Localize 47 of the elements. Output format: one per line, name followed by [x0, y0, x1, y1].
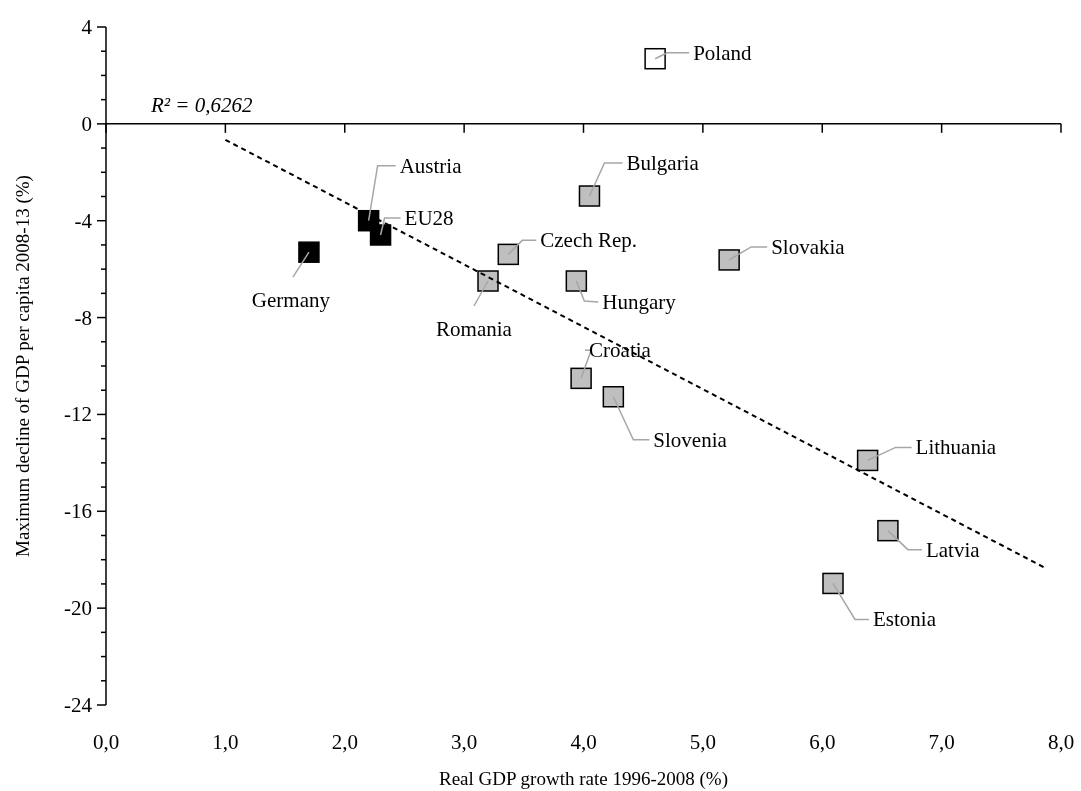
point	[822, 572, 844, 595]
point	[856, 449, 879, 472]
annotation: Latvia	[925, 537, 981, 562]
y-tick-label: -16	[64, 499, 92, 524]
annotation: Estonia	[872, 607, 937, 632]
point	[477, 270, 499, 292]
y-tick-label: 4	[81, 15, 93, 39]
annotation: Romania	[436, 317, 513, 342]
annotation: EU28	[404, 206, 454, 230]
point	[877, 519, 899, 542]
annotation: R² = 0,6262	[150, 92, 254, 117]
point	[578, 185, 601, 207]
annotation: Lithuania	[915, 435, 997, 460]
annotation: Slovakia	[771, 234, 846, 259]
x-tick-label: 2,0	[331, 730, 358, 754]
point	[644, 47, 666, 70]
point	[602, 386, 625, 408]
point	[298, 241, 320, 263]
y-tick-label: -8	[74, 305, 92, 330]
annotation: Hungary	[602, 290, 677, 315]
y-tick-label: -20	[64, 596, 92, 621]
annotation: Slovenia	[653, 427, 728, 452]
y-axis-title: Maximum decline of GDP per capita 2008-13 (%)	[11, 175, 34, 557]
x-tick-label: 8,0	[1047, 730, 1075, 754]
y-tick-label: 0	[81, 111, 92, 136]
x-tick-label: 0,0	[92, 730, 120, 754]
point	[497, 243, 520, 266]
point	[570, 367, 592, 390]
y-tick-label: -4	[74, 208, 93, 233]
x-tick-label: 3,0	[451, 730, 478, 754]
annotation: Germany	[251, 288, 331, 313]
y-tick-label: -12	[64, 402, 92, 427]
point	[565, 270, 588, 292]
x-tick-label: 5,0	[689, 730, 716, 754]
annotation: Poland	[693, 40, 752, 65]
point	[718, 249, 740, 271]
x-tick-label: 7,0	[928, 730, 955, 754]
x-tick-label: 4,0	[570, 730, 597, 754]
annotation: Austria	[399, 153, 463, 178]
y-tick-label: -24	[64, 693, 93, 717]
x-tick-label: 1,0	[212, 730, 239, 754]
x-axis-title: Real GDP growth rate 1996-2008 (%)	[439, 768, 728, 790]
annotation: Czech Rep.	[540, 228, 638, 253]
annotation: Croatia	[589, 338, 652, 363]
annotation: Bulgaria	[626, 151, 700, 176]
point	[369, 224, 392, 246]
x-tick-label: 6,0	[809, 730, 836, 754]
